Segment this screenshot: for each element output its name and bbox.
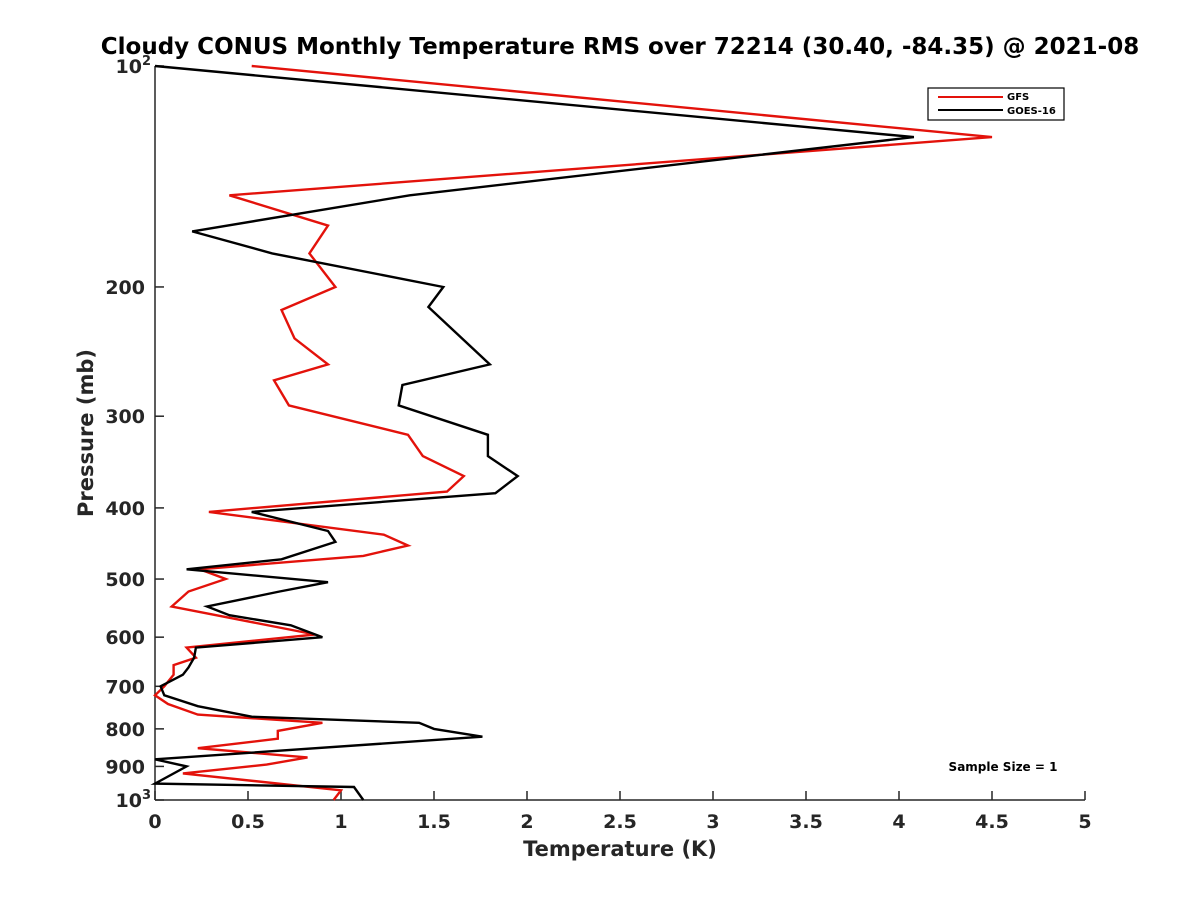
y-tick-label: 200 bbox=[105, 277, 145, 299]
legend-label-goes-16: GOES-16 bbox=[1007, 106, 1056, 117]
y-tick-label: 103 bbox=[116, 788, 152, 812]
legend-label-gfs: GFS bbox=[1007, 92, 1029, 103]
x-axis-label: Temperature (K) bbox=[523, 837, 717, 861]
x-tick-label: 5 bbox=[1078, 811, 1091, 833]
legend: GFS GOES-16 bbox=[927, 87, 1065, 121]
y-axis-label: Pressure (mb) bbox=[74, 349, 98, 517]
y-axis-ticks: 102 200 300 400 500 600 700 800 900 103 bbox=[105, 54, 164, 812]
x-tick-label: 2.5 bbox=[603, 811, 637, 833]
x-tick-label: 3 bbox=[706, 811, 719, 833]
x-tick-label: 2 bbox=[520, 811, 533, 833]
x-axis-ticks: 0 0.5 1 1.5 2 2.5 3 3.5 4 4.5 5 bbox=[148, 791, 1092, 833]
series-layer bbox=[150, 64, 993, 801]
x-tick-label: 0.5 bbox=[231, 811, 265, 833]
y-tick-label: 102 bbox=[116, 54, 152, 78]
y-tick-label: 900 bbox=[105, 756, 145, 778]
plot-area bbox=[154, 66, 1085, 801]
y-tick-label: 700 bbox=[105, 676, 145, 698]
legend-box bbox=[927, 87, 1065, 121]
y-tick-label: 600 bbox=[105, 627, 145, 649]
x-tick-label: 3.5 bbox=[789, 811, 823, 833]
y-tick-label: 300 bbox=[105, 406, 145, 428]
series-line-gfs bbox=[153, 64, 993, 801]
chart-title: Cloudy CONUS Monthly Temperature RMS ove… bbox=[101, 34, 1139, 60]
x-tick-label: 4.5 bbox=[975, 811, 1009, 833]
y-tick-label: 500 bbox=[105, 569, 145, 591]
sample-size-annotation: Sample Size = 1 bbox=[949, 760, 1058, 774]
x-tick-label: 0 bbox=[148, 811, 161, 833]
y-tick-label: 800 bbox=[105, 719, 145, 741]
x-tick-label: 4 bbox=[892, 811, 905, 833]
y-tick-label: 400 bbox=[105, 498, 145, 520]
x-tick-label: 1 bbox=[334, 811, 347, 833]
x-tick-label: 1.5 bbox=[417, 811, 451, 833]
series-line-goes-16 bbox=[150, 64, 915, 801]
